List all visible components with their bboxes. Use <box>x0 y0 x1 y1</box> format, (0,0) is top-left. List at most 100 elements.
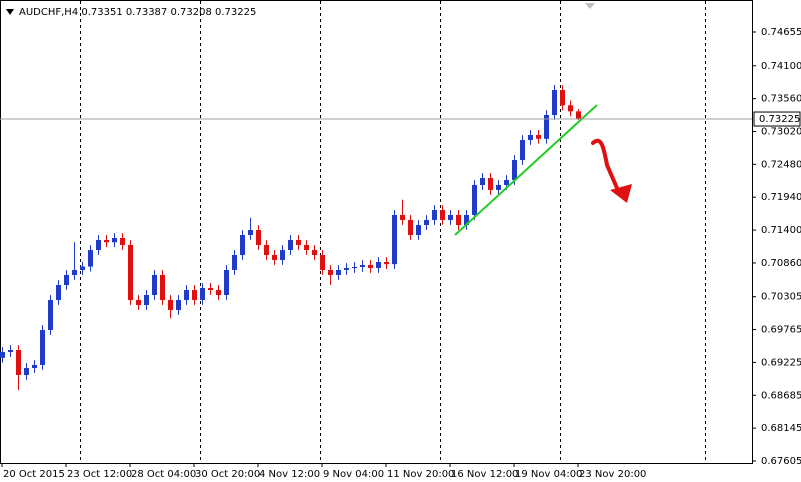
x-tick-label: 16 Nov 12:00 <box>451 469 518 480</box>
candle-body <box>376 262 381 268</box>
candle-body <box>440 209 445 220</box>
candle-body <box>152 274 157 295</box>
menu-arrow <box>6 9 14 15</box>
candle-body <box>176 299 181 311</box>
candle-body <box>304 244 309 251</box>
candle-body <box>40 329 45 365</box>
candle-body <box>344 267 349 270</box>
candle-body <box>192 290 197 300</box>
candle-body <box>424 219 429 226</box>
x-tick-label: 28 Oct 04:00 <box>131 469 196 480</box>
candle-body <box>408 219 413 235</box>
candle-body <box>272 255 277 261</box>
candle-body <box>8 350 13 353</box>
period-separators <box>80 1 706 463</box>
candle-body <box>104 239 109 243</box>
x-tick-label: 19 Nov 04:00 <box>515 469 582 480</box>
candle-body <box>504 179 509 185</box>
candle-body <box>144 294 149 305</box>
y-tick-label: 0.68145 <box>761 423 801 434</box>
price-label-box <box>753 111 801 127</box>
candle-body <box>392 214 397 265</box>
candle-body <box>72 269 77 275</box>
candle-body <box>576 111 581 120</box>
y-tick-label: 0.71400 <box>761 225 801 236</box>
trend-line <box>454 104 598 236</box>
chart-header: AUDCHF,H4 0.73351 0.73387 0.73208 0.7322… <box>19 7 256 18</box>
candle-body <box>184 290 189 300</box>
candle-body <box>48 299 53 330</box>
x-tick-label: 30 Oct 20:00 <box>195 469 260 480</box>
candle-body <box>80 266 85 270</box>
candle-body <box>288 239 293 251</box>
candle-body <box>480 177 485 185</box>
y-tick-label: 0.73560 <box>761 94 801 105</box>
x-tick-label: 20 Oct 2015 <box>3 469 65 480</box>
y-tick-label: 0.70305 <box>761 292 801 303</box>
header-high: 0.73387 <box>126 7 167 18</box>
candle-body <box>416 225 421 235</box>
y-tick-label: 0.73020 <box>761 126 801 137</box>
candle-body <box>264 244 269 256</box>
candle-body <box>568 105 573 112</box>
candle-body <box>248 230 253 235</box>
candle-body <box>520 140 525 160</box>
candle-body <box>320 255 325 270</box>
candle-body <box>448 214 453 220</box>
candle-body <box>96 239 101 251</box>
candle-body <box>208 287 213 291</box>
candle-body <box>488 177 493 190</box>
x-tick-label: 11 Nov 20:00 <box>387 469 454 480</box>
x-tick-label: 9 Nov 04:00 <box>323 469 384 480</box>
candle-body <box>464 214 469 226</box>
candle-body <box>512 159 517 180</box>
y-tick-label: 0.68685 <box>761 390 801 401</box>
header-open: 0.73351 <box>81 7 122 18</box>
symbol: AUDCHF,H4 <box>19 7 78 18</box>
candle-body <box>368 264 373 268</box>
y-tick-label: 0.67605 <box>761 456 801 467</box>
candle-body <box>536 135 541 139</box>
y-tick-label: 0.69765 <box>761 325 801 336</box>
plot-area <box>0 0 753 464</box>
candle-body <box>296 239 301 245</box>
candle-body <box>128 244 133 300</box>
candle-body <box>360 264 365 268</box>
candle-body <box>88 250 93 267</box>
y-tick-label: 0.70860 <box>761 258 801 269</box>
candle-body <box>552 89 557 116</box>
candle-body <box>216 290 221 295</box>
candle-body <box>168 299 173 311</box>
candle-body <box>112 237 117 243</box>
candle-body <box>32 364 37 369</box>
x-tick-label: 23 Oct 12:00 <box>67 469 132 480</box>
candle-body <box>384 262 389 265</box>
candle-body <box>256 230 261 245</box>
price-label: 0.73225 <box>759 114 800 125</box>
candle-body <box>544 115 549 139</box>
y-tick-label: 0.69225 <box>761 357 801 368</box>
candle-body <box>24 368 29 376</box>
candle-body <box>472 184 477 215</box>
header-low: 0.73208 <box>170 7 211 18</box>
header-close: 0.73225 <box>215 7 256 18</box>
candle-body <box>496 184 501 190</box>
candle-body <box>560 89 565 106</box>
candle-body <box>64 274 69 286</box>
candles <box>0 85 581 390</box>
y-tick-label: 0.71940 <box>761 192 801 203</box>
candle-body <box>336 269 341 275</box>
candle-body <box>352 267 357 269</box>
candle-body <box>136 299 141 305</box>
candle-body <box>328 269 333 275</box>
candle-body <box>400 214 405 220</box>
candle-body <box>224 269 229 295</box>
candle-body <box>432 209 437 220</box>
candle-body <box>528 135 533 141</box>
candle-body <box>232 255 237 270</box>
y-tick-label: 0.74655 <box>761 27 801 38</box>
candle-body <box>160 274 165 300</box>
forecast-arrow <box>591 138 619 190</box>
candle-body <box>280 250 285 261</box>
